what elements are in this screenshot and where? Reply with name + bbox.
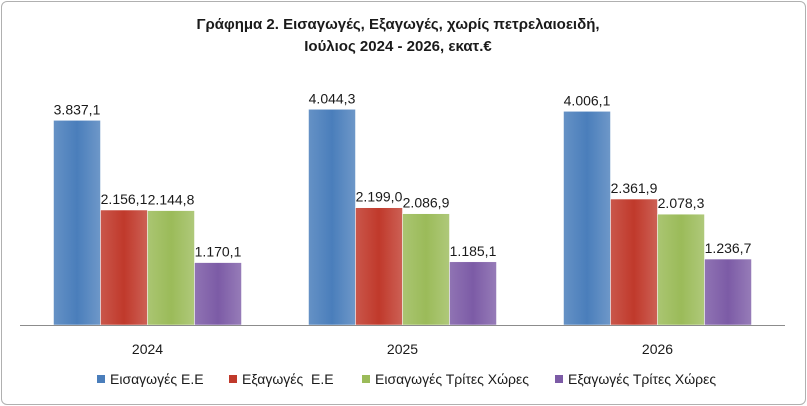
- legend-label: Εξαγωγές Ε.Ε: [242, 371, 334, 387]
- bar-2025-series-3: [449, 261, 497, 326]
- legend-label: Εισαγωγές Ε.Ε: [110, 371, 204, 387]
- data-label: 2.078,3: [658, 195, 705, 211]
- bar-2025-series-2: [402, 213, 450, 326]
- bar-2024-series-3: [194, 262, 242, 326]
- bar-2024-series-0: [53, 120, 101, 326]
- legend-label: Εξαγωγές Τρίτες Χώρες: [568, 371, 716, 387]
- data-label: 2.199,0: [356, 189, 403, 205]
- plot-area: 3.837,1 2.156,1 2.144,8 1.170,1 2024 4.044,3 2…: [20, 90, 785, 357]
- data-label: 1.185,1: [450, 243, 497, 259]
- bar-2026-series-2: [657, 213, 705, 326]
- category-label: 2025: [387, 341, 418, 357]
- chart-title-line-2: Ιούλιος 2024 - 2026, εκατ.€: [304, 38, 492, 55]
- data-label: 1.170,1: [195, 244, 242, 260]
- bar-2026-series-0: [563, 111, 611, 326]
- data-label: 2.086,9: [403, 195, 450, 211]
- chart-title-line-1: Γράφημα 2. Εισαγωγές, Εξαγωγές, χωρίς πε…: [196, 16, 599, 33]
- data-label: 4.006,1: [564, 92, 611, 108]
- legend-swatch: [362, 375, 370, 383]
- data-label: 2.156,1: [101, 191, 148, 207]
- bar-2026-series-1: [610, 198, 658, 326]
- data-label: 2.361,9: [611, 180, 658, 196]
- data-label: 2.144,8: [148, 192, 195, 208]
- bar-2025-series-0: [308, 109, 356, 326]
- data-label: 3.837,1: [54, 101, 101, 117]
- legend: Εισαγωγές Ε.Ε Εξαγωγές Ε.Ε Εισαγωγές Τρίτε…: [97, 371, 716, 387]
- legend-swatch: [555, 375, 563, 383]
- bar-2024-series-1: [100, 209, 148, 326]
- legend-swatch: [97, 375, 105, 383]
- category-label: 2024: [132, 341, 163, 357]
- data-label: 4.044,3: [309, 90, 356, 106]
- legend-label: Εισαγωγές Τρίτες Χώρες: [375, 371, 529, 387]
- category-label: 2026: [642, 341, 673, 357]
- bar-2025-series-1: [355, 207, 403, 326]
- bar-2026-series-3: [704, 258, 752, 326]
- legend-swatch: [229, 375, 237, 383]
- data-label: 1.236,7: [705, 240, 752, 256]
- bar-2024-series-2: [147, 210, 195, 326]
